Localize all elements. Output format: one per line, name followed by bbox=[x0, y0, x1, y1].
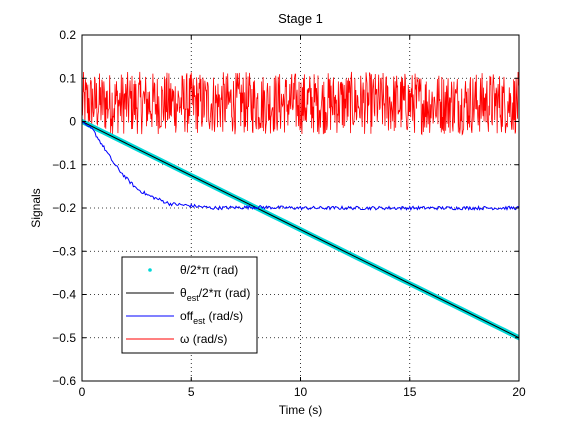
legend-label-main: ω (rad/s) bbox=[180, 332, 227, 346]
x-tick-label: 0 bbox=[79, 385, 86, 399]
x-tick-label: 15 bbox=[403, 385, 417, 399]
y-tick-label: −0.6 bbox=[52, 374, 76, 388]
legend-label-theta: θ/2*π (rad) bbox=[180, 263, 238, 277]
legend-item-theta_est: θest/2*π (rad) bbox=[126, 286, 250, 303]
x-tick-label: 5 bbox=[188, 385, 195, 399]
legend-label-main: off bbox=[180, 309, 194, 323]
y-tick-label: −0.2 bbox=[52, 201, 76, 215]
legend-box bbox=[121, 256, 258, 354]
series-off_est bbox=[82, 121, 519, 211]
series-layer bbox=[82, 71, 519, 341]
legend-item-theta: θ/2*π (rad) bbox=[148, 263, 238, 277]
legend-label-main: θ bbox=[180, 286, 187, 300]
series-line-theta_est bbox=[82, 121, 519, 339]
x-tick-label: 20 bbox=[512, 385, 526, 399]
x-axis-label: Time (s) bbox=[279, 403, 323, 417]
y-axis-label: Signals bbox=[29, 188, 43, 227]
legend-marker-theta bbox=[148, 268, 152, 272]
y-tick-label: 0.1 bbox=[59, 71, 76, 85]
legend-label-tail: /2*π (rad) bbox=[199, 286, 251, 300]
y-tick-label: −0.5 bbox=[52, 331, 76, 345]
series-line-off_est bbox=[82, 121, 519, 211]
legend-label-main: θ/2*π (rad) bbox=[180, 263, 238, 277]
legend-label-theta_est: θest/2*π (rad) bbox=[180, 286, 250, 303]
legend-item-off_est: offest (rad/s) bbox=[126, 309, 243, 326]
y-tick-label: 0 bbox=[69, 115, 76, 129]
y-tick-label: 0.2 bbox=[59, 28, 76, 42]
legend-label-omega: ω (rad/s) bbox=[180, 332, 227, 346]
chart-title: Stage 1 bbox=[278, 11, 323, 26]
legend-label-off_est: offest (rad/s) bbox=[180, 309, 243, 326]
legend: θ/2*π (rad)θest/2*π (rad)offest (rad/s)ω… bbox=[121, 256, 258, 354]
legend-item-omega: ω (rad/s) bbox=[126, 332, 227, 346]
legend-label-subscript: est bbox=[187, 293, 200, 303]
legend-label-tail: (rad/s) bbox=[205, 309, 243, 323]
y-tick-label: −0.4 bbox=[52, 288, 76, 302]
y-tick-label: −0.3 bbox=[52, 244, 76, 258]
series-omega bbox=[82, 71, 519, 136]
ticks: 0 5 10 15 20 −0.6 −0.5 −0.4 −0.3 −0.2 −0.1 0 0.1 0.2 bbox=[52, 28, 526, 399]
series-line-omega bbox=[82, 71, 519, 136]
legend-label-subscript: est bbox=[193, 316, 206, 326]
legend-items: θ/2*π (rad)θest/2*π (rad)offest (rad/s)ω… bbox=[126, 263, 250, 346]
series-theta_est bbox=[82, 121, 519, 339]
x-tick-label: 10 bbox=[294, 385, 308, 399]
y-tick-label: −0.1 bbox=[52, 158, 76, 172]
